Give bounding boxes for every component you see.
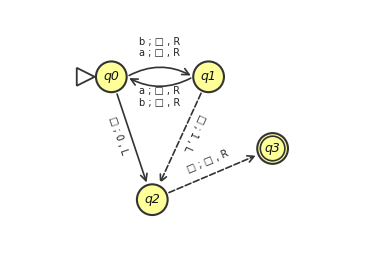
Circle shape xyxy=(193,61,224,92)
Circle shape xyxy=(257,133,288,164)
Text: b ; □ , R
a ; □ , R: b ; □ , R a ; □ , R xyxy=(139,37,180,58)
Text: q1: q1 xyxy=(201,70,217,83)
Text: □ ; 0 , L: □ ; 0 , L xyxy=(107,115,129,156)
Text: a ; □ , R
b ; □ , R: a ; □ , R b ; □ , R xyxy=(139,87,180,108)
Text: q2: q2 xyxy=(144,193,160,206)
Text: □ ; □ , R: □ ; □ , R xyxy=(185,148,229,175)
Circle shape xyxy=(137,184,168,215)
Text: □ ; 1 , L: □ ; 1 , L xyxy=(182,113,208,153)
Circle shape xyxy=(96,61,127,92)
Text: q3: q3 xyxy=(265,142,280,155)
Text: q0: q0 xyxy=(103,70,119,83)
